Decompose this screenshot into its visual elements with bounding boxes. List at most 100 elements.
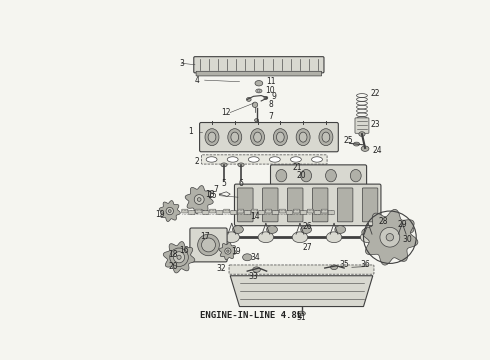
Polygon shape (185, 186, 213, 213)
Ellipse shape (297, 311, 305, 316)
Text: 35: 35 (339, 260, 349, 269)
Text: 30: 30 (402, 235, 412, 244)
Ellipse shape (267, 226, 277, 233)
Ellipse shape (254, 132, 262, 142)
Ellipse shape (201, 238, 216, 252)
Ellipse shape (206, 157, 217, 162)
Text: 2: 2 (195, 157, 199, 166)
Text: 4: 4 (195, 76, 199, 85)
Ellipse shape (255, 81, 263, 86)
Ellipse shape (403, 226, 414, 233)
Ellipse shape (325, 170, 336, 182)
FancyBboxPatch shape (238, 188, 253, 222)
Ellipse shape (331, 265, 338, 270)
Ellipse shape (322, 132, 330, 142)
Ellipse shape (243, 254, 252, 261)
Ellipse shape (276, 132, 284, 142)
Text: 13: 13 (205, 190, 215, 199)
FancyBboxPatch shape (314, 211, 320, 215)
Ellipse shape (256, 89, 262, 93)
Text: 36: 36 (360, 260, 370, 269)
Text: 32: 32 (216, 264, 226, 273)
Text: 9: 9 (272, 92, 277, 101)
Ellipse shape (301, 170, 312, 182)
Text: 20: 20 (168, 262, 178, 271)
Ellipse shape (361, 146, 369, 152)
Ellipse shape (291, 157, 301, 162)
FancyBboxPatch shape (201, 155, 327, 164)
Ellipse shape (205, 129, 219, 145)
Text: 26: 26 (303, 222, 313, 231)
Ellipse shape (221, 163, 227, 167)
FancyBboxPatch shape (251, 209, 258, 213)
Ellipse shape (228, 129, 242, 145)
Ellipse shape (301, 226, 312, 233)
Polygon shape (163, 242, 195, 273)
FancyBboxPatch shape (203, 211, 209, 215)
Text: 3: 3 (179, 59, 184, 68)
Text: 19: 19 (156, 210, 165, 219)
Text: 24: 24 (372, 147, 382, 156)
FancyBboxPatch shape (238, 209, 244, 213)
Polygon shape (362, 210, 418, 265)
Text: 8: 8 (268, 100, 273, 109)
Ellipse shape (177, 255, 181, 259)
FancyBboxPatch shape (234, 184, 381, 226)
FancyBboxPatch shape (194, 57, 324, 73)
FancyBboxPatch shape (328, 211, 335, 215)
Ellipse shape (258, 232, 273, 243)
FancyBboxPatch shape (266, 209, 271, 213)
Ellipse shape (359, 132, 365, 136)
Ellipse shape (169, 210, 171, 212)
FancyBboxPatch shape (190, 228, 227, 262)
FancyBboxPatch shape (321, 209, 327, 213)
Ellipse shape (299, 132, 307, 142)
FancyBboxPatch shape (362, 188, 378, 222)
FancyBboxPatch shape (263, 188, 278, 222)
Text: 15: 15 (208, 191, 217, 200)
Text: 33: 33 (248, 272, 258, 281)
Ellipse shape (258, 90, 260, 92)
FancyBboxPatch shape (279, 209, 286, 213)
Ellipse shape (312, 157, 322, 162)
Text: 27: 27 (303, 243, 313, 252)
Ellipse shape (264, 96, 268, 99)
Ellipse shape (227, 157, 238, 162)
FancyBboxPatch shape (196, 209, 202, 213)
Text: 19: 19 (231, 247, 241, 256)
Text: 6: 6 (239, 179, 244, 188)
Text: 12: 12 (221, 108, 231, 117)
FancyBboxPatch shape (286, 211, 293, 215)
Ellipse shape (173, 252, 185, 263)
Ellipse shape (166, 207, 173, 215)
FancyBboxPatch shape (245, 211, 251, 215)
Text: 21: 21 (293, 163, 302, 172)
FancyBboxPatch shape (313, 188, 328, 222)
Ellipse shape (253, 267, 260, 272)
FancyBboxPatch shape (223, 209, 230, 213)
Text: 31: 31 (296, 313, 306, 322)
FancyBboxPatch shape (231, 211, 237, 215)
Ellipse shape (255, 119, 259, 122)
Text: 29: 29 (397, 220, 407, 229)
FancyBboxPatch shape (199, 122, 338, 152)
FancyBboxPatch shape (196, 71, 321, 76)
Text: 16: 16 (179, 246, 189, 255)
Text: 25: 25 (343, 136, 353, 145)
Ellipse shape (319, 129, 333, 145)
Ellipse shape (394, 232, 410, 243)
FancyBboxPatch shape (338, 188, 353, 222)
Polygon shape (230, 276, 373, 306)
Ellipse shape (326, 232, 342, 243)
FancyBboxPatch shape (217, 211, 223, 215)
Text: 34: 34 (250, 253, 260, 262)
Ellipse shape (227, 250, 229, 252)
Ellipse shape (386, 234, 393, 241)
FancyBboxPatch shape (270, 165, 367, 186)
Ellipse shape (225, 248, 231, 254)
Ellipse shape (335, 226, 345, 233)
Ellipse shape (380, 228, 400, 247)
Ellipse shape (248, 157, 259, 162)
Ellipse shape (350, 170, 361, 182)
Text: 18: 18 (168, 251, 177, 260)
